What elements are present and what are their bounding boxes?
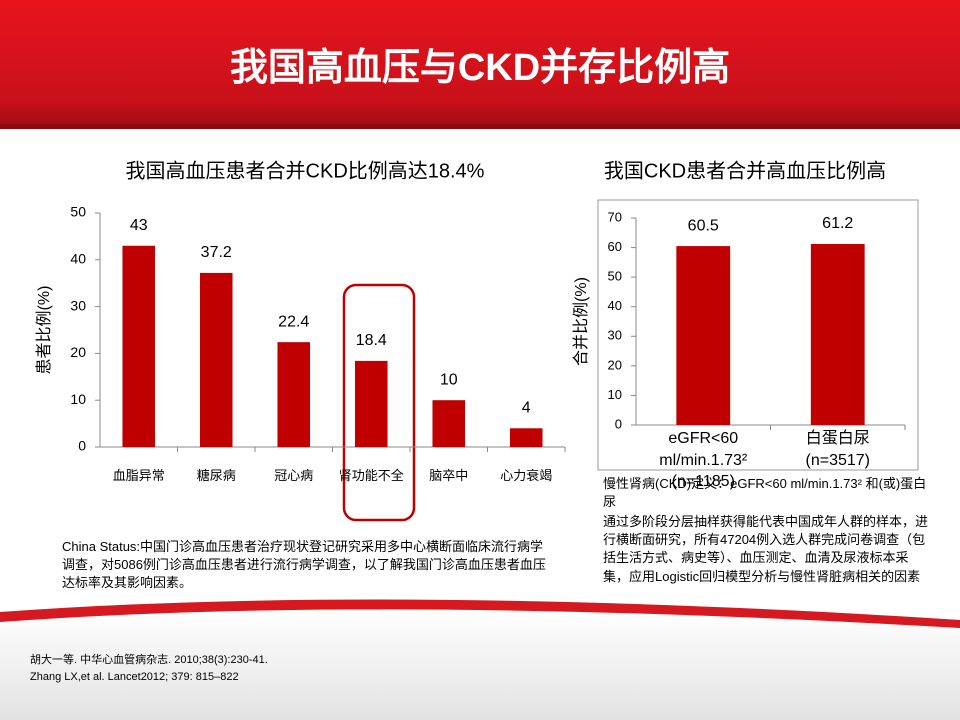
x-tick-label: 脑卒中 [429,468,469,483]
bar [277,342,311,447]
value-label: 4 [522,399,531,416]
references: 胡大一等. 中华心血管病杂志. 2010;38(3):230-41. Zhang… [30,652,268,685]
highlight-box [342,283,416,522]
value-label: 43 [130,217,148,234]
bar [509,428,543,447]
bar [432,400,466,447]
y-tick-label: 50 [608,269,622,284]
y-tick-label: 40 [608,298,622,313]
value-label: 10 [440,371,458,388]
reference: 胡大一等. 中华心血管病杂志. 2010;38(3):230-41. [30,654,268,666]
y-tick-label: 70 [608,209,622,224]
footer-swoosh [0,599,960,628]
x-tick-label: 白蛋白尿 (n=3517) [805,430,871,469]
reference: Zhang LX,et al. Lancet2012; 379: 815–822 [30,670,239,683]
y-tick-label: 20 [608,357,622,372]
y-tick-label: 50 [70,204,86,220]
y-tick-label: 20 [70,344,86,360]
x-tick-label: 糖尿病 [196,468,236,483]
chart-title: 我国高血压患者合并CKD比例高达18.4% [126,159,485,182]
chart-frame [597,199,919,471]
x-tick-label: eGFR<60 ml/min.1.73² (n=1185) [659,430,748,491]
x-tick-label: 肾功能不全 [338,468,404,483]
value-label: 60.5 [688,217,719,234]
y-tick-label: 30 [608,328,622,343]
slide-title: 我国高血压与CKD并存比例高 [230,47,730,89]
value-label: 18.4 [356,332,387,349]
y-tick-label: 40 [70,251,86,267]
y-tick-label: 10 [70,391,86,407]
y-tick-label: 0 [615,416,622,431]
bar [122,245,156,447]
y-tick-label: 30 [70,297,86,313]
y-tick-label: 10 [608,387,622,402]
chart-title: 我国CKD患者合并高血压比例高 [604,159,886,182]
value-label: 61.2 [822,215,853,232]
value-label: 37.2 [201,244,232,261]
header-band [0,0,960,128]
y-axis-label: 患者比例(%) [35,286,53,375]
bar [354,360,388,447]
footer-band [0,610,960,720]
bar [810,244,865,425]
x-tick-label: 血脂异常 [112,468,165,483]
y-tick-label: 0 [78,438,86,454]
x-tick-label: 冠心病 [274,468,314,483]
bar [676,246,731,425]
study-note: China Status:中国门诊高血压患者治疗现状登记研究采用多中心横断面临床… [62,539,546,591]
value-label: 22.4 [278,313,309,330]
y-tick-label: 60 [608,239,622,254]
bar [199,272,233,447]
header-edge [0,124,960,129]
ckd-definition: 慢性肾病(CKD)定义：eGFR<60 ml/min.1.73² 和(或)蛋白尿 [603,476,927,510]
x-tick-label: 心力衰竭 [500,468,553,483]
y-axis-label: 合并比例(%) [572,277,590,366]
ckd-method: 通过多阶段分层抽样获得能代表中国成年人群的样本，进行横断面研究，所有47204例… [603,514,929,584]
